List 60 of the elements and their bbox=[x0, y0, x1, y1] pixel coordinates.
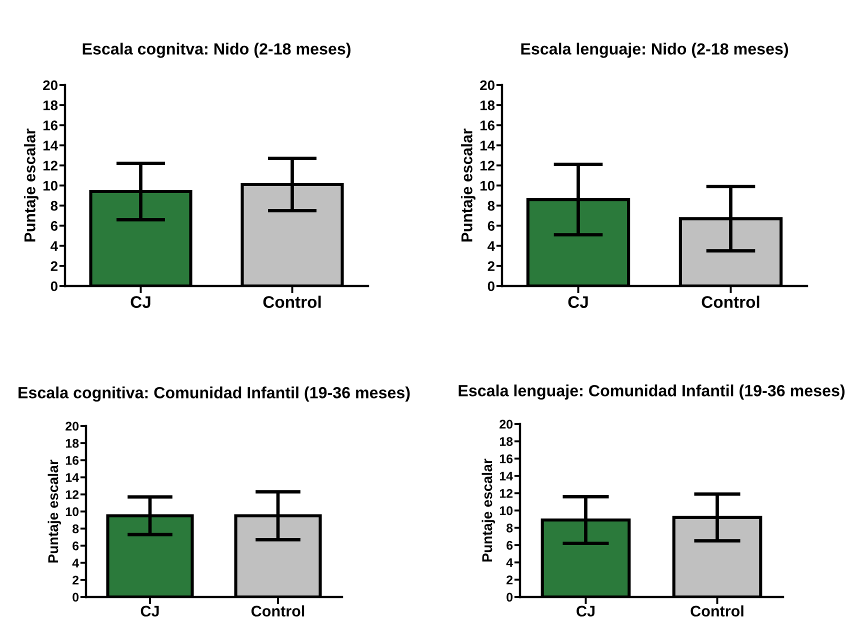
y-axis-title: Puntaje escalar bbox=[460, 128, 476, 242]
y-tick-label: 10 bbox=[480, 180, 494, 191]
x-tick-label: Control bbox=[251, 605, 304, 617]
y-tick-label: 0 bbox=[72, 592, 79, 602]
y-tick-label: 14 bbox=[500, 472, 513, 480]
y-tick-label: 6 bbox=[488, 221, 495, 231]
y-tick-label: 14 bbox=[480, 140, 495, 150]
y-tick-label: 0 bbox=[506, 592, 513, 602]
y-tick-label: 16 bbox=[480, 120, 495, 130]
x-tick-label: CJ bbox=[140, 606, 159, 617]
y-tick-label: 12 bbox=[66, 490, 79, 499]
y-tick-label: 4 bbox=[506, 558, 513, 567]
y-tick-label: 2 bbox=[506, 576, 513, 584]
y-tick-label: 4 bbox=[50, 241, 58, 251]
x-tick-label: CJ bbox=[130, 296, 150, 308]
y-tick-label: 18 bbox=[500, 437, 513, 446]
y-tick-label: 12 bbox=[480, 160, 494, 170]
y-tick-label: 16 bbox=[66, 456, 79, 465]
y-tick-label: 2 bbox=[72, 576, 79, 584]
y-tick-label: 12 bbox=[500, 489, 513, 498]
y-axis-title: Puntaje escalar bbox=[24, 128, 38, 242]
y-tick-label: 0 bbox=[488, 281, 494, 292]
y-tick-label: 20 bbox=[480, 80, 494, 90]
y-tick-label: 10 bbox=[66, 507, 79, 516]
chart-title: Escala lenguaje: Nido (2-18 meses) bbox=[521, 42, 788, 58]
x-tick-label: Control bbox=[702, 296, 760, 308]
y-tick-label: 12 bbox=[43, 160, 58, 170]
y-tick-label: 18 bbox=[43, 100, 58, 110]
y-tick-label: 16 bbox=[500, 454, 513, 464]
y-tick-label: 10 bbox=[43, 180, 58, 191]
y-tick-label: 10 bbox=[500, 506, 513, 516]
y-tick-label: 0 bbox=[50, 281, 58, 292]
y-tick-label: 8 bbox=[72, 524, 79, 534]
y-tick-label: 8 bbox=[506, 524, 513, 532]
y-axis-title: Puntaje escalar bbox=[48, 460, 61, 563]
y-tick-label: 8 bbox=[488, 200, 495, 211]
y-tick-label: 2 bbox=[488, 261, 494, 271]
y-tick-label: 14 bbox=[43, 140, 58, 150]
y-tick-label: 18 bbox=[480, 100, 495, 110]
x-tick-label: CJ bbox=[576, 606, 594, 617]
y-tick-label: 16 bbox=[43, 120, 58, 130]
y-tick-label: 6 bbox=[72, 542, 79, 550]
y-tick-label: 20 bbox=[43, 80, 58, 90]
y-tick-label: 6 bbox=[50, 221, 58, 231]
y-tick-label: 2 bbox=[50, 261, 58, 271]
chart-title: Escala lenguaje: Comunidad Infantil (19-36 meses) bbox=[458, 384, 845, 400]
y-tick-label: 4 bbox=[72, 558, 79, 568]
y-tick-label: 20 bbox=[500, 420, 513, 429]
y-tick-label: 6 bbox=[506, 540, 513, 550]
x-tick-label: Control bbox=[690, 605, 744, 617]
y-axis-title: Puntaje escalar bbox=[482, 458, 495, 562]
y-tick-label: 4 bbox=[488, 241, 495, 251]
y-tick-label: 18 bbox=[66, 438, 79, 448]
x-tick-label: Control bbox=[263, 296, 321, 308]
x-tick-label: CJ bbox=[568, 296, 588, 308]
y-tick-label: 8 bbox=[50, 200, 58, 211]
y-tick-label: 14 bbox=[66, 473, 79, 482]
chart-title: Escala cognitva: Nido (2-18 meses) bbox=[82, 42, 350, 58]
chart-title: Escala cognitiva: Comunidad Infantil (19-36 meses) bbox=[18, 386, 410, 402]
y-tick-label: 20 bbox=[66, 422, 79, 431]
